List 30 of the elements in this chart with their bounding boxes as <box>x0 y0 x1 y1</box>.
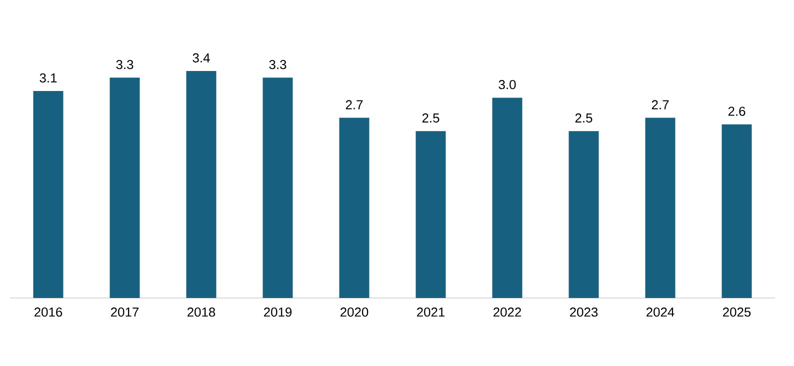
bar <box>110 78 140 298</box>
data-label: 2.7 <box>346 100 363 110</box>
bar <box>339 118 370 298</box>
x-tick-label: 2017 <box>111 308 138 317</box>
x-tick-label: 2025 <box>723 308 751 317</box>
data-label: 2.6 <box>728 106 746 116</box>
x-tick-label: 2024 <box>646 308 674 317</box>
data-label: 2.5 <box>422 113 440 123</box>
data-label: 3.1 <box>40 73 57 83</box>
bar <box>416 131 446 298</box>
data-label: 2.7 <box>652 100 669 110</box>
x-tick-label: 2016 <box>34 308 62 317</box>
bar <box>186 70 216 298</box>
data-label: 3.3 <box>116 60 134 70</box>
bar <box>722 124 752 298</box>
data-label: 2.5 <box>575 113 592 123</box>
bar <box>568 131 599 298</box>
bar <box>262 78 293 298</box>
data-label: 3.0 <box>498 80 516 90</box>
x-tick-label: 2018 <box>188 308 216 317</box>
x-tick-label: 2022 <box>494 308 521 317</box>
x-tick-label: 2023 <box>570 308 598 317</box>
data-label: 3.3 <box>269 60 286 70</box>
x-tick-label: 2021 <box>417 308 445 317</box>
bar <box>492 98 522 298</box>
bar <box>645 118 676 298</box>
data-label: 3.4 <box>192 53 210 62</box>
bar <box>33 91 64 298</box>
x-tick-label: 2019 <box>264 308 292 317</box>
x-tick-label: 2020 <box>340 308 368 317</box>
